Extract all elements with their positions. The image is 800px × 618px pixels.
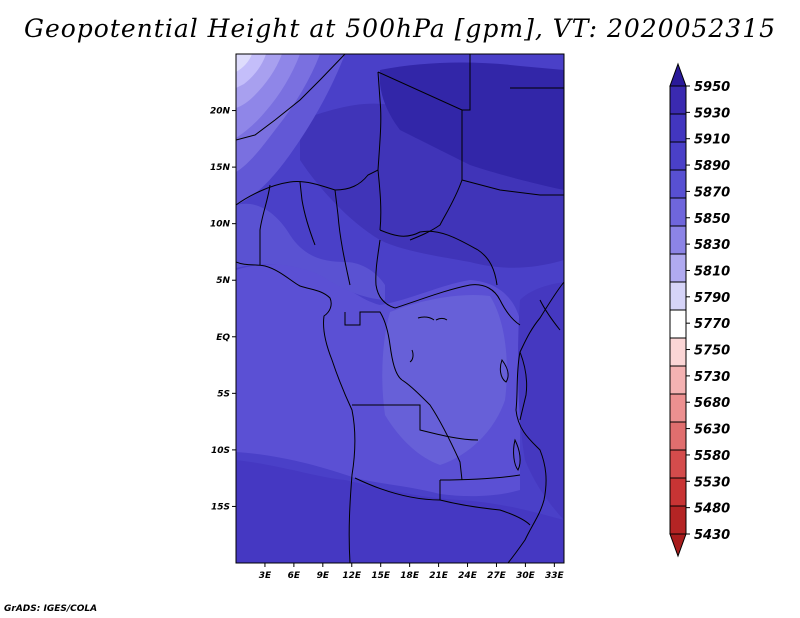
colorbar-segment <box>669 225 687 255</box>
lat-tick-label: 15S <box>211 502 230 512</box>
lat-tick-label: 20N <box>210 107 231 117</box>
lon-tick-label: 24E <box>458 571 478 581</box>
colorbar-segment <box>669 281 687 311</box>
border-15 <box>439 474 521 481</box>
lon-tick-label: 21E <box>429 571 449 581</box>
border-17 <box>354 477 441 501</box>
colorbar-label: 5790 <box>694 291 730 306</box>
boundaries <box>236 54 564 563</box>
colorbar-segment <box>669 169 687 199</box>
lake-1 <box>513 438 521 471</box>
colorbar-label: 5480 <box>694 502 730 517</box>
border-5 <box>259 184 271 265</box>
colorbar-segment <box>669 309 687 339</box>
colorbar-segment <box>669 477 687 507</box>
field-band-south <box>236 460 564 563</box>
colorbar-label: 5810 <box>694 264 730 279</box>
height-field <box>236 54 564 563</box>
colorbar-segment <box>669 365 687 395</box>
colorbar-segment <box>669 113 687 143</box>
colorbar-arrow-top <box>669 62 687 87</box>
colorbar-label: 5430 <box>694 528 730 543</box>
border-2 <box>377 54 471 111</box>
lon-tick-label: 18E <box>400 571 420 581</box>
colorbar-label: 5530 <box>694 475 730 490</box>
colorbar-segment <box>669 449 687 479</box>
lon-tick-label: 3E <box>259 571 272 581</box>
lon-tick-label: 6E <box>288 571 301 581</box>
colorbar: 5950 5930 5910 5890 5870 5850 5830 5810 5790 5770… <box>669 62 730 558</box>
colorbar-segment <box>669 85 687 115</box>
field-region-sahara <box>379 62 564 190</box>
colorbar-label: 5580 <box>694 449 730 464</box>
border-1 <box>236 54 346 141</box>
border-10 <box>375 239 396 309</box>
border-12 <box>344 311 403 381</box>
border-3 <box>409 110 463 241</box>
colorbar-label: 5830 <box>694 238 730 253</box>
coastline-east <box>507 281 564 563</box>
lon-tick-label: 12E <box>342 571 362 581</box>
map-title: Geopotential Height at 500hPa [gpm], VT:… <box>23 14 777 43</box>
colorbar-segment <box>669 141 687 171</box>
colorbar-label: 5930 <box>694 106 730 121</box>
border-16 <box>439 480 531 526</box>
lat-tick-label: 5N <box>216 276 230 286</box>
colorbar-label: 5730 <box>694 370 730 385</box>
colorbar-segment <box>669 197 687 227</box>
colorbar-label: 5910 <box>694 133 730 148</box>
colorbar-label: 5770 <box>694 317 730 332</box>
border-6 <box>299 181 316 246</box>
lon-tick-label: 9E <box>317 571 330 581</box>
colorbar-label: 5950 <box>694 80 730 95</box>
border-13 <box>401 379 463 481</box>
colorbar-segment <box>669 393 687 423</box>
lake-5 <box>409 349 414 363</box>
lat-tick-label: EQ <box>216 333 230 343</box>
colorbar-segment <box>669 337 687 367</box>
field-band-nw-6 <box>236 54 252 72</box>
coastline-west <box>236 261 356 563</box>
lon-tick-label: 27E <box>487 571 507 581</box>
border-19 <box>519 351 528 421</box>
lon-tick-label: 33E <box>545 571 565 581</box>
lon-tick-label: 15E <box>371 571 391 581</box>
colorbar-label: 5680 <box>694 396 730 411</box>
border-8 <box>379 229 498 286</box>
border-21 <box>461 179 564 196</box>
border-14 <box>352 404 479 441</box>
field-region-congo <box>382 294 507 465</box>
field-region-east-coast <box>517 282 564 520</box>
lat-tick-label: 10S <box>211 446 230 456</box>
map-frame <box>235 53 565 564</box>
colorbar-label: 5870 <box>694 185 730 200</box>
border-9 <box>377 71 382 171</box>
lat-axis: 20N 15N 10N 5N EQ 5S 10S 15S <box>210 107 236 512</box>
colorbar-segment <box>669 253 687 283</box>
lat-tick-label: 10N <box>210 220 231 230</box>
border-11 <box>394 284 501 309</box>
border-7 <box>334 189 351 286</box>
colorbar-label: 5890 <box>694 159 730 174</box>
lake-3 <box>417 316 435 321</box>
colorbar-label: 5630 <box>694 423 730 438</box>
lon-axis: 3E 6E 9E 12E 15E 18E 21E 24E 27E 30E 33E <box>259 563 565 581</box>
lat-tick-label: 15N <box>210 163 231 173</box>
field-region-sahel <box>300 103 564 268</box>
colorbar-arrow-bottom <box>669 533 687 558</box>
colorbar-label: 5750 <box>694 344 730 359</box>
border-18 <box>499 299 521 326</box>
colorbar-segment <box>669 421 687 451</box>
lake-2 <box>499 358 509 383</box>
credit-label: GrADS: IGES/COLA <box>4 604 98 614</box>
colorbar-segment <box>669 505 687 535</box>
lake-4 <box>435 318 448 321</box>
border-20 <box>539 299 561 331</box>
colorbar-label: 5850 <box>694 212 730 227</box>
lon-tick-label: 30E <box>516 571 536 581</box>
lat-tick-label: 5S <box>217 389 230 399</box>
